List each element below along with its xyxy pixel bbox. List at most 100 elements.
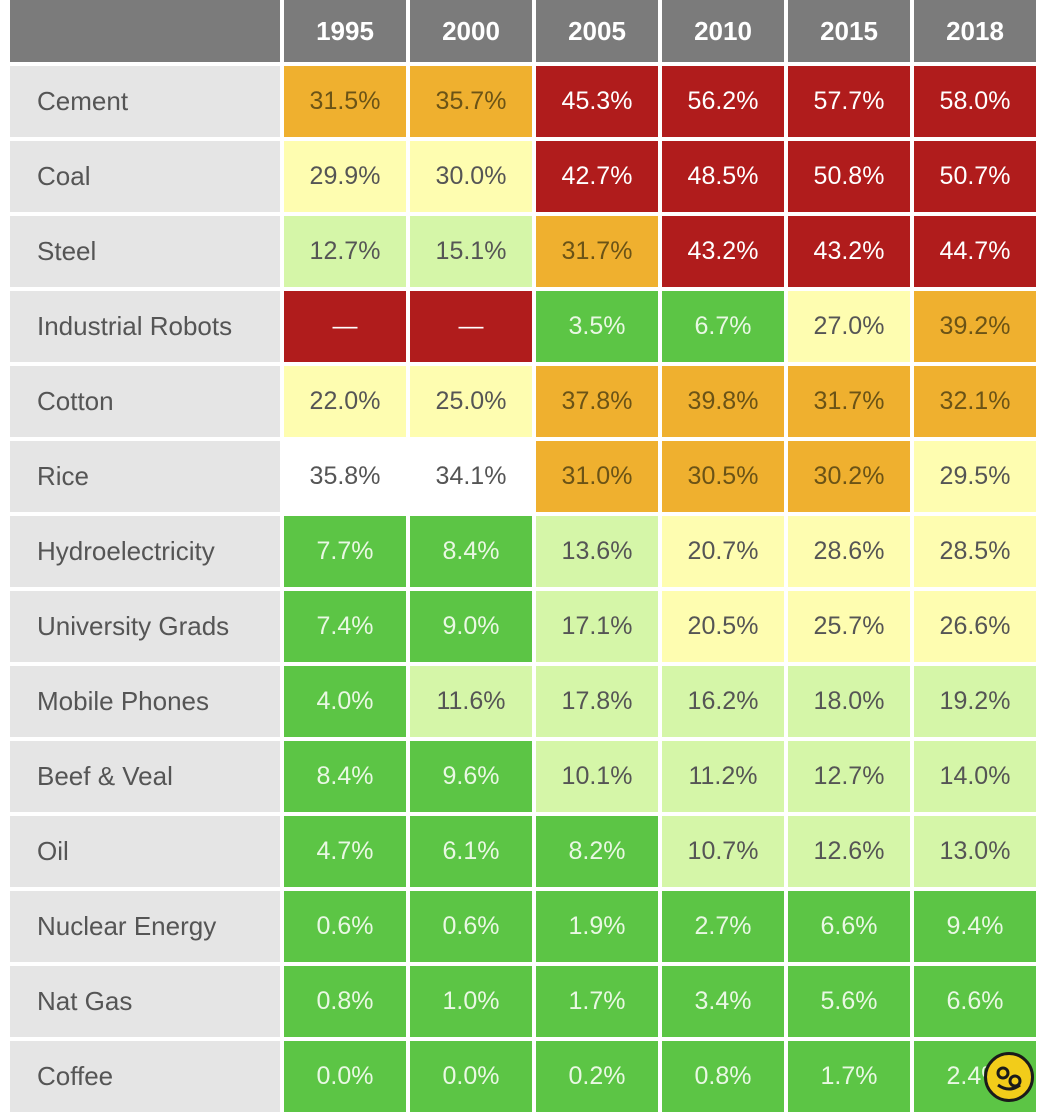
column-header-2005: 2005 bbox=[536, 0, 658, 62]
heatmap-cell: 30.0% bbox=[410, 141, 532, 212]
heatmap-cell: 1.0% bbox=[410, 966, 532, 1037]
heatmap-cell: 35.7% bbox=[410, 66, 532, 137]
heatmap-cell: 58.0% bbox=[914, 66, 1036, 137]
heatmap-cell: 25.7% bbox=[788, 591, 910, 662]
heatmap-cell: 28.6% bbox=[788, 516, 910, 587]
heatmap-cell: 43.2% bbox=[788, 216, 910, 287]
heatmap-cell: 31.7% bbox=[788, 366, 910, 437]
heatmap-cell: 39.2% bbox=[914, 291, 1036, 362]
heatmap-cell: 13.6% bbox=[536, 516, 658, 587]
header-corner bbox=[10, 0, 280, 62]
heatmap-cell: 11.2% bbox=[662, 741, 784, 812]
heatmap-cell: 30.2% bbox=[788, 441, 910, 512]
heatmap-cell: 37.8% bbox=[536, 366, 658, 437]
heatmap-cell: 22.0% bbox=[284, 366, 406, 437]
row-label: Cotton bbox=[10, 366, 280, 437]
heatmap-cell: 29.9% bbox=[284, 141, 406, 212]
heatmap-cell: 9.4% bbox=[914, 891, 1036, 962]
heatmap-cell: 0.0% bbox=[410, 1041, 532, 1112]
heatmap-cell: 0.8% bbox=[662, 1041, 784, 1112]
heatmap-cell: 15.1% bbox=[410, 216, 532, 287]
heatmap-cell: 7.4% bbox=[284, 591, 406, 662]
row-label: Hydroelectricity bbox=[10, 516, 280, 587]
heatmap-cell: 7.7% bbox=[284, 516, 406, 587]
heatmap-table: 1995 2000 2005 2010 2015 2018 Cement 31.5% 35.7%… bbox=[10, 0, 1036, 1116]
heatmap-cell: 12.6% bbox=[788, 816, 910, 887]
column-header-2010: 2010 bbox=[662, 0, 784, 62]
row-label: Coffee bbox=[10, 1041, 280, 1112]
heatmap-cell: 30.5% bbox=[662, 441, 784, 512]
row-label: Nuclear Energy bbox=[10, 891, 280, 962]
heatmap-cell: 6.1% bbox=[410, 816, 532, 887]
heatmap-cell: 27.0% bbox=[788, 291, 910, 362]
column-header-2000: 2000 bbox=[410, 0, 532, 62]
heatmap-cell: 8.4% bbox=[284, 741, 406, 812]
heatmap-cell: 29.5% bbox=[914, 441, 1036, 512]
heatmap-cell: 57.7% bbox=[788, 66, 910, 137]
heatmap-cell: 31.7% bbox=[536, 216, 658, 287]
heatmap-cell: 32.1% bbox=[914, 366, 1036, 437]
heatmap-cell: 16.2% bbox=[662, 666, 784, 737]
heatmap-cell: 31.5% bbox=[284, 66, 406, 137]
heatmap-cell: 10.7% bbox=[662, 816, 784, 887]
heatmap-cell: 56.2% bbox=[662, 66, 784, 137]
heatmap-cell: 12.7% bbox=[284, 216, 406, 287]
heatmap-cell: 2.7% bbox=[662, 891, 784, 962]
heatmap-cell: 18.0% bbox=[788, 666, 910, 737]
row-label: Cement bbox=[10, 66, 280, 137]
heatmap-cell: 45.3% bbox=[536, 66, 658, 137]
heatmap-cell: 9.0% bbox=[410, 591, 532, 662]
heatmap-cell: 5.6% bbox=[788, 966, 910, 1037]
heatmap-cell: 1.7% bbox=[788, 1041, 910, 1112]
row-label: University Grads bbox=[10, 591, 280, 662]
heatmap-cell: 44.7% bbox=[914, 216, 1036, 287]
heatmap-cell: 10.1% bbox=[536, 741, 658, 812]
heatmap-cell: 34.1% bbox=[410, 441, 532, 512]
heatmap-cell: 0.6% bbox=[284, 891, 406, 962]
smiley-badge-icon bbox=[984, 1052, 1034, 1102]
heatmap-cell: 4.7% bbox=[284, 816, 406, 887]
heatmap-cell: 42.7% bbox=[536, 141, 658, 212]
heatmap-cell: 4.0% bbox=[284, 666, 406, 737]
heatmap-cell: 17.1% bbox=[536, 591, 658, 662]
heatmap-cell: 3.4% bbox=[662, 966, 784, 1037]
heatmap-cell: 6.6% bbox=[788, 891, 910, 962]
heatmap-cell: 39.8% bbox=[662, 366, 784, 437]
heatmap-cell: 19.2% bbox=[914, 666, 1036, 737]
row-label: Oil bbox=[10, 816, 280, 887]
row-label: Coal bbox=[10, 141, 280, 212]
column-header-2015: 2015 bbox=[788, 0, 910, 62]
row-label: Rice bbox=[10, 441, 280, 512]
heatmap-cell: 0.0% bbox=[284, 1041, 406, 1112]
heatmap-cell: 48.5% bbox=[662, 141, 784, 212]
heatmap-cell: 35.8% bbox=[284, 441, 406, 512]
heatmap-cell: 1.9% bbox=[536, 891, 658, 962]
heatmap-cell: — bbox=[284, 291, 406, 362]
heatmap-cell: 0.6% bbox=[410, 891, 532, 962]
heatmap-cell: 17.8% bbox=[536, 666, 658, 737]
column-header-1995: 1995 bbox=[284, 0, 406, 62]
heatmap-cell: 0.2% bbox=[536, 1041, 658, 1112]
row-label: Beef & Veal bbox=[10, 741, 280, 812]
heatmap-cell: 50.7% bbox=[914, 141, 1036, 212]
heatmap-cell: 1.7% bbox=[536, 966, 658, 1037]
heatmap-cell: 43.2% bbox=[662, 216, 784, 287]
row-label: Industrial Robots bbox=[10, 291, 280, 362]
heatmap-cell: 14.0% bbox=[914, 741, 1036, 812]
heatmap-cell: 0.8% bbox=[284, 966, 406, 1037]
heatmap-cell: 8.2% bbox=[536, 816, 658, 887]
heatmap-cell: 8.4% bbox=[410, 516, 532, 587]
heatmap-cell: 6.7% bbox=[662, 291, 784, 362]
heatmap-cell: 6.6% bbox=[914, 966, 1036, 1037]
row-label: Steel bbox=[10, 216, 280, 287]
heatmap-cell: — bbox=[410, 291, 532, 362]
heatmap-cell: 50.8% bbox=[788, 141, 910, 212]
row-label: Mobile Phones bbox=[10, 666, 280, 737]
heatmap-cell: 25.0% bbox=[410, 366, 532, 437]
heatmap-cell: 13.0% bbox=[914, 816, 1036, 887]
heatmap-cell: 20.5% bbox=[662, 591, 784, 662]
heatmap-cell: 12.7% bbox=[788, 741, 910, 812]
heatmap-cell: 26.6% bbox=[914, 591, 1036, 662]
column-header-2018: 2018 bbox=[914, 0, 1036, 62]
heatmap-cell: 28.5% bbox=[914, 516, 1036, 587]
